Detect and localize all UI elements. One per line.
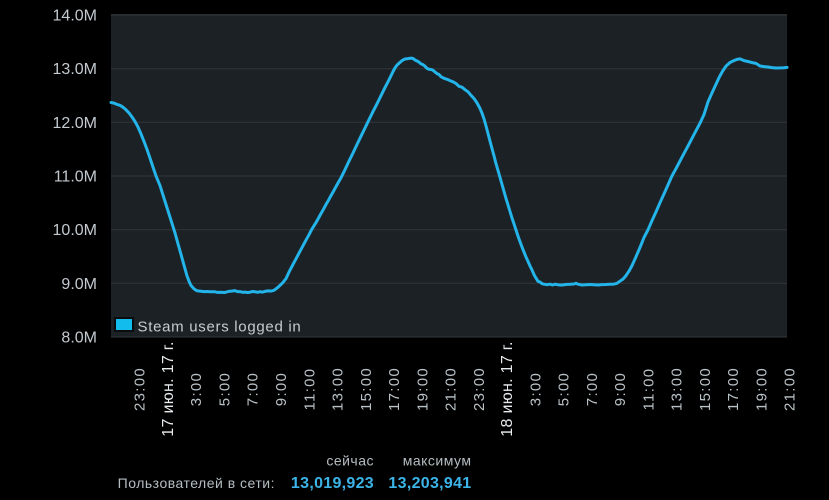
svg-text:21:00: 21:00 (782, 367, 799, 411)
svg-text:сейчас: сейчас (326, 453, 374, 469)
svg-text:21:00: 21:00 (443, 367, 460, 411)
svg-text:3:00: 3:00 (527, 372, 544, 406)
svg-text:13.0M: 13.0M (53, 61, 97, 78)
svg-text:Пользователей в сети:: Пользователей в сети: (118, 475, 275, 491)
svg-text:11.0M: 11.0M (54, 169, 97, 186)
svg-text:23:00: 23:00 (471, 367, 488, 411)
svg-text:15:00: 15:00 (358, 367, 375, 411)
svg-text:15:00: 15:00 (697, 367, 714, 411)
svg-text:11:00: 11:00 (640, 368, 657, 411)
svg-text:7:00: 7:00 (245, 372, 262, 406)
svg-text:13:00: 13:00 (669, 367, 686, 411)
svg-text:13,019,923: 13,019,923 (291, 475, 374, 492)
svg-text:9:00: 9:00 (273, 372, 290, 406)
svg-text:9:00: 9:00 (612, 372, 629, 406)
svg-text:14.0M: 14.0M (53, 8, 97, 25)
svg-text:17:00: 17:00 (386, 367, 403, 411)
svg-text:5:00: 5:00 (217, 372, 234, 406)
svg-text:13,203,941: 13,203,941 (388, 475, 471, 492)
svg-text:максимум: максимум (403, 453, 472, 469)
svg-text:11:00: 11:00 (301, 368, 318, 411)
svg-text:12.0M: 12.0M (53, 115, 97, 132)
svg-text:9.0M: 9.0M (61, 276, 97, 293)
svg-text:23:00: 23:00 (132, 367, 149, 411)
svg-text:3:00: 3:00 (188, 372, 205, 406)
svg-text:17 июн. 17 г.: 17 июн. 17 г. (160, 341, 177, 436)
svg-text:17:00: 17:00 (725, 367, 742, 411)
svg-text:8.0M: 8.0M (61, 330, 97, 347)
svg-text:19:00: 19:00 (414, 367, 431, 411)
svg-text:5:00: 5:00 (556, 372, 573, 406)
svg-text:10.0M: 10.0M (53, 222, 97, 239)
svg-text:13:00: 13:00 (330, 367, 347, 411)
svg-text:18 июн. 17 г.: 18 июн. 17 г. (499, 341, 516, 436)
svg-text:Steam users logged in: Steam users logged in (138, 319, 302, 336)
svg-text:19:00: 19:00 (753, 367, 770, 411)
svg-text:7:00: 7:00 (584, 372, 601, 406)
